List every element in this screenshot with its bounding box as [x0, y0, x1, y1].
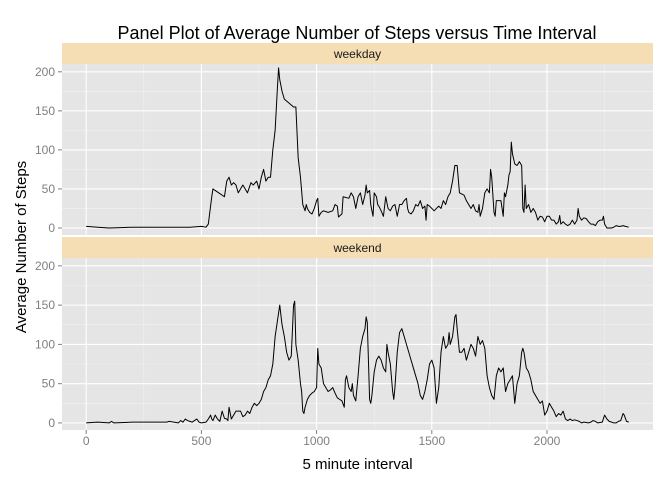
facet-strip-weekday: [62, 43, 653, 64]
x-tick-label: 1000: [303, 434, 330, 448]
y-tick-label: 200: [35, 259, 55, 273]
series-line-weekday: [86, 67, 629, 229]
y-tick-label: 100: [35, 143, 55, 157]
y-tick-label: 0: [48, 221, 55, 235]
x-tick-label: 0: [83, 434, 90, 448]
chart-title: Panel Plot of Average Number of Steps ve…: [118, 23, 597, 43]
x-axis: 0 500 1000 1500 2000: [83, 430, 561, 448]
y-tick-label: 200: [35, 65, 55, 79]
x-tick-label: 500: [191, 434, 211, 448]
facet-strip-label-weekend: weekend: [332, 241, 381, 255]
y-tick-label: 150: [35, 104, 55, 118]
facet-strip-weekend: [62, 237, 653, 258]
y-axis-weekday: 0 50 100 150 200: [35, 65, 62, 235]
x-tick-label: 2000: [534, 434, 561, 448]
facet-panel-weekend: weekend 0 50 100 150 200: [35, 237, 653, 430]
x-axis-title: 5 minute interval: [302, 456, 412, 473]
grid-weekday: [62, 64, 653, 235]
y-axis-title: Average Number of Steps: [13, 161, 30, 333]
y-tick-label: 150: [35, 298, 55, 312]
y-tick-label: 100: [35, 337, 55, 351]
facet-strip-label-weekday: weekday: [333, 47, 381, 61]
x-tick-label: 1500: [418, 434, 445, 448]
y-tick-label: 50: [42, 377, 56, 391]
series-line-weekend: [86, 300, 629, 424]
grid-weekend: [62, 258, 653, 430]
facet-panel-weekday: weekday 0 50 100 150 200: [35, 43, 653, 235]
y-tick-label: 0: [48, 416, 55, 430]
y-tick-label: 50: [42, 182, 56, 196]
y-axis-weekend: 0 50 100 150 200: [35, 259, 62, 430]
